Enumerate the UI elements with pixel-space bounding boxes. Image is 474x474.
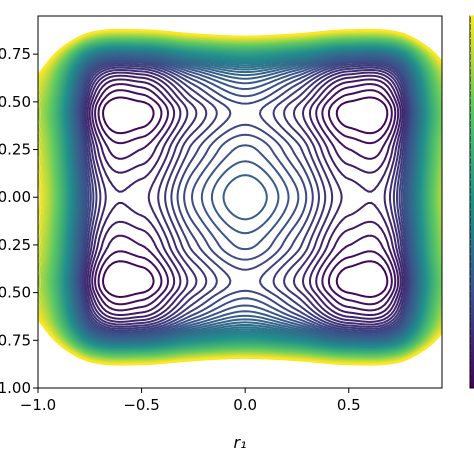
contour-line xyxy=(76,57,415,337)
contour-line xyxy=(94,83,397,312)
x-tick-label: 0.0 xyxy=(233,396,257,414)
contour-line xyxy=(72,53,418,341)
x-tick-label: 0.5 xyxy=(337,396,361,414)
y-tick-label: 0.00 xyxy=(0,188,31,206)
contour-line xyxy=(75,56,416,339)
tick-group: −1.0 −0.5 0.0 0.5 −1.00 -0.75 −0.50 -0.25 0.00 0.… xyxy=(0,45,361,414)
y-tick-label: −0.50 xyxy=(0,284,31,302)
x-axis-label: r₁ xyxy=(234,433,247,452)
contour-line xyxy=(77,59,413,336)
contour-line xyxy=(69,50,421,344)
contour-line xyxy=(73,55,417,340)
contour-line xyxy=(84,68,406,326)
contour-line xyxy=(81,64,409,330)
contour-line xyxy=(91,78,400,317)
contour-line xyxy=(83,66,408,328)
contour-line xyxy=(97,89,393,306)
x-tick-label: −1.0 xyxy=(20,396,56,414)
contour-line xyxy=(102,96,389,298)
y-tick-label: −1.00 xyxy=(0,379,31,397)
contour-line xyxy=(80,62,411,332)
contour-line xyxy=(71,52,419,342)
axes-frame xyxy=(37,15,443,389)
contour-line xyxy=(70,51,420,343)
y-tick-label: 0.50 xyxy=(0,93,31,111)
contour-line xyxy=(88,74,402,320)
contour-line xyxy=(86,71,404,323)
y-tick-label: 0.25 xyxy=(0,141,31,159)
x-tick-label: −0.5 xyxy=(123,396,159,414)
contour-group xyxy=(38,28,442,366)
y-tick-label: -0.75 xyxy=(0,331,31,349)
contour-line xyxy=(78,60,412,334)
y-tick-label: 0.75 xyxy=(0,45,31,63)
y-tick-label: -0.25 xyxy=(0,236,31,254)
